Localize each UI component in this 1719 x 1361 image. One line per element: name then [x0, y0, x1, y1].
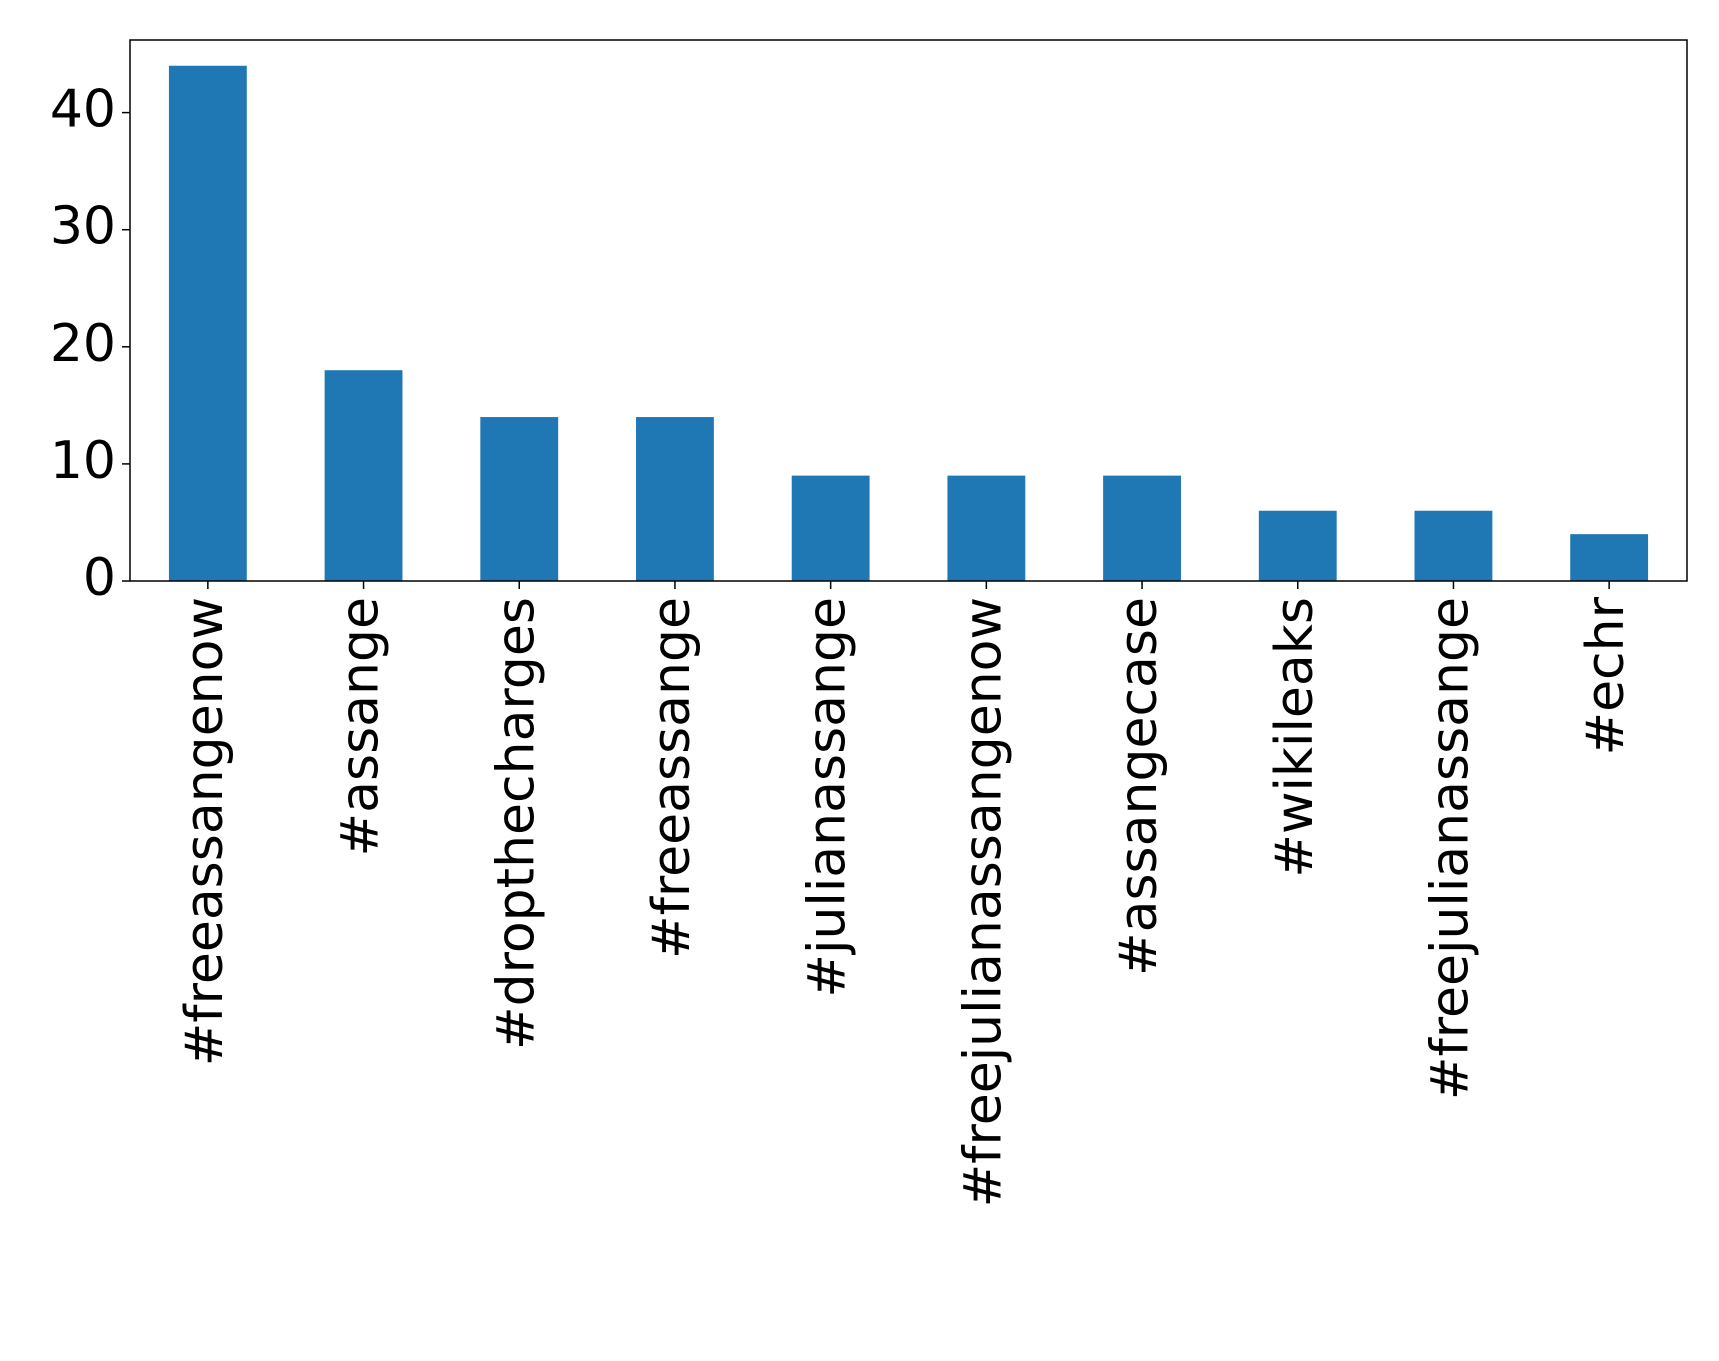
x-tick-label: #assange	[331, 597, 391, 856]
bar	[168, 65, 247, 581]
bar	[636, 417, 714, 581]
x-tick-label: #echr	[1576, 596, 1636, 755]
bar	[480, 417, 559, 581]
y-tick-label: 20	[50, 314, 116, 374]
plot-frame	[129, 39, 1688, 582]
y-tick-label: 0	[83, 548, 116, 608]
x-tick-label: #assangecase	[1109, 597, 1169, 976]
x-tick-label: #freejulianassangenow	[953, 597, 1013, 1207]
bar	[1414, 510, 1493, 581]
bar	[324, 370, 403, 581]
x-tick-label: #freeassange	[642, 597, 702, 959]
x-tick-label: #dropthecharges	[486, 597, 546, 1050]
bar	[947, 475, 1026, 581]
x-tick-label: #freejulianassange	[1420, 597, 1480, 1100]
bar	[791, 475, 870, 581]
bar	[1570, 534, 1649, 581]
x-tick-label: #wikileaks	[1265, 597, 1325, 878]
bar	[1103, 475, 1181, 581]
x-tick-label: #freeassangenow	[175, 597, 235, 1066]
y-tick-label: 10	[50, 431, 116, 491]
y-tick-label: 40	[50, 80, 116, 140]
bar	[1258, 510, 1337, 581]
x-tick-label: #julianassange	[798, 597, 858, 998]
y-tick-label: 30	[50, 197, 116, 257]
